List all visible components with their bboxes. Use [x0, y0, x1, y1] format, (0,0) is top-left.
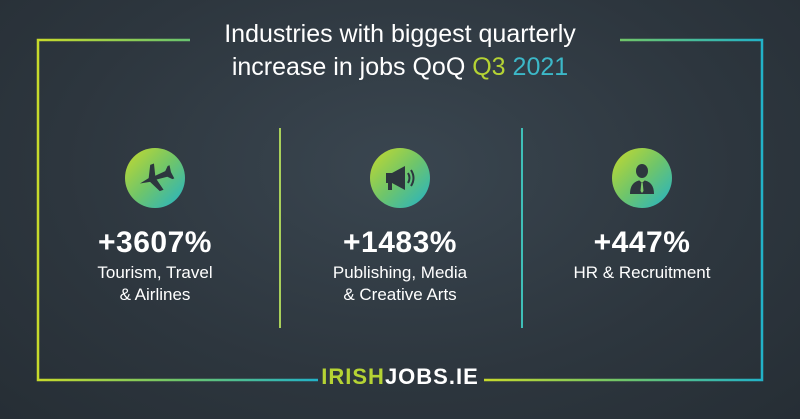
- industry-label-line-1: HR & Recruitment: [573, 263, 711, 282]
- logo-part-1: IRISH: [321, 364, 385, 389]
- industry-value: +1483%: [343, 226, 457, 259]
- irishjobs-logo: IRISHJOBS.IE: [0, 364, 800, 390]
- logo-part-2: JOBS.IE: [384, 364, 479, 389]
- title-quarter: Q3: [472, 53, 506, 81]
- industry-label: Tourism, Travel & Airlines: [40, 262, 270, 306]
- divider-1: [279, 128, 281, 328]
- industry-label-line-1: Tourism, Travel: [97, 263, 213, 282]
- businessman-icon: [612, 148, 672, 208]
- megaphone-icon: [370, 148, 430, 208]
- industry-label-line-1: Publishing, Media: [332, 263, 468, 282]
- industry-label-line-2: & Creative Arts: [343, 285, 457, 304]
- divider-2: [521, 128, 523, 328]
- industry-card-tourism: +3607% Tourism, Travel & Airlines: [40, 148, 270, 306]
- industry-label: HR & Recruitment: [527, 262, 757, 284]
- industry-label: Publishing, Media & Creative Arts: [285, 262, 515, 306]
- airplane-icon: [125, 148, 185, 208]
- title-line-2: increase in jobs QoQ Q3 2021: [0, 51, 800, 84]
- industry-value: +447%: [593, 226, 691, 259]
- title-line-2-prefix: increase in jobs QoQ: [231, 53, 466, 81]
- industry-card-publishing: +1483% Publishing, Media & Creative Arts: [285, 148, 515, 306]
- page-title: Industries with biggest quarterly increa…: [0, 18, 800, 84]
- industry-card-hr: +447% HR & Recruitment: [527, 148, 757, 284]
- title-line-1: Industries with biggest quarterly: [224, 20, 576, 48]
- title-year: 2021: [512, 53, 569, 81]
- industry-label-line-2: & Airlines: [119, 285, 191, 304]
- industry-value: +3607%: [98, 226, 212, 259]
